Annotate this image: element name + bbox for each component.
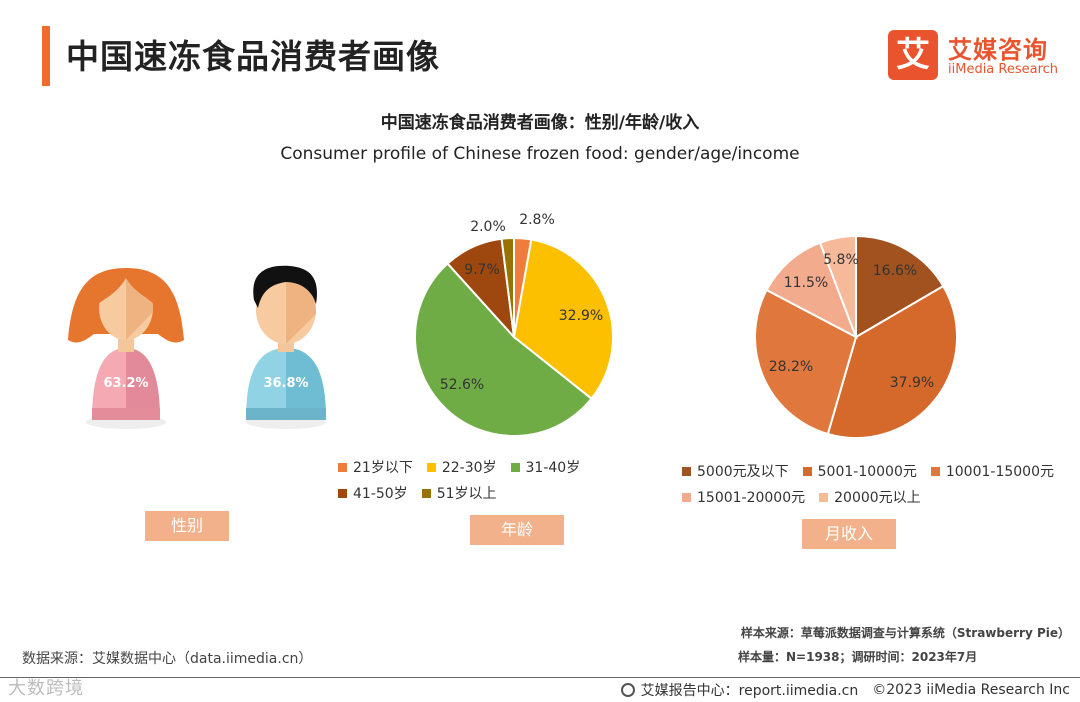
gender-pictogram — [68, 265, 326, 429]
income-legend-item: 10001-15000元 — [930, 461, 1054, 481]
income-legend-item: 15001-20000元 — [682, 487, 805, 507]
income-legend-swatch — [682, 466, 691, 476]
income-pie-slice — [818, 234, 857, 338]
iimedia-logo: 艾 艾媒咨询 iiMedia Research — [888, 30, 1068, 82]
income-pie-value-label: 11.5% — [784, 275, 828, 291]
age-legend-label: 31-40岁 — [525, 460, 581, 476]
age-legend-swatch — [421, 488, 431, 498]
income-pie-value-label: 16.6% — [873, 263, 917, 279]
page-title: 中国速冻食品消费者画像 — [66, 37, 440, 76]
age-legend-swatch — [426, 462, 436, 472]
gender-value-label: 63.2% — [103, 376, 148, 391]
income-legend-swatch — [930, 466, 940, 476]
income-tag: 月收入 — [802, 519, 896, 549]
age-legend-label: 41-50岁 — [353, 486, 408, 502]
age-pie-value-label: 32.9% — [559, 308, 603, 324]
age-legend-label: 22-30岁 — [441, 460, 497, 476]
age-legend-item: 31-40岁 — [510, 457, 581, 477]
age-pie-value-label: 9.7% — [464, 262, 500, 278]
age-legend: 21岁以下 22-30岁 31-40岁 41-50岁 51岁以上 — [338, 454, 594, 506]
footer: 艾媒报告中心：report.iimedia.cn ©2023 iiMedia R… — [620, 680, 1070, 700]
income-pie-slice — [855, 234, 945, 339]
income-legend-swatch — [802, 466, 812, 476]
age-tag: 年龄 — [470, 515, 564, 545]
watermark: 大数跨境 — [8, 678, 84, 699]
income-legend-label: 15001-20000元 — [697, 490, 806, 506]
age-pie-slice — [500, 236, 515, 338]
logo-cn-text: 艾媒咨询 — [948, 36, 1048, 64]
income-pie-slice — [826, 284, 958, 439]
age-pie-value-label: 2.0% — [470, 219, 506, 235]
age-legend-swatch — [338, 488, 347, 498]
title-accent-bar — [42, 26, 50, 86]
income-legend-label: 5001-10000元 — [817, 464, 917, 480]
age-legend-item: 22-30岁 — [426, 457, 497, 477]
sample-size: 样本量：N=1938；调研时间：2023年7月 — [738, 650, 978, 664]
income-legend-row: 15001-20000元 20000元以上 — [682, 484, 1068, 510]
age-legend-row: 21岁以下 22-30岁 31-40岁 — [338, 454, 594, 480]
income-legend-swatch — [819, 492, 829, 502]
income-legend-label: 20000元以上 — [834, 490, 921, 506]
income-legend-label: 5000元及以下 — [697, 464, 789, 480]
age-pie-chart: 2.8% 32.9% 52.6% 9.7% 2.0% — [414, 212, 614, 437]
income-legend: 5000元及以下 5001-10000元 10001-15000元 15001-200… — [682, 458, 1068, 510]
income-legend-swatch — [682, 492, 691, 502]
gender-value-label: 36.8% — [263, 376, 308, 391]
male-figure-icon — [246, 265, 326, 429]
income-pie-value-label: 5.8% — [823, 252, 859, 268]
gender-tag: 性别 — [145, 511, 229, 541]
chart-title-cn: 中国速冻食品消费者画像：性别/年龄/收入 — [380, 113, 700, 133]
age-pie-slice — [414, 262, 593, 437]
age-pie-value-label: 52.6% — [440, 377, 484, 393]
sample-source: 样本来源：草莓派数据调查与计算系统（Strawberry Pie） — [740, 626, 1070, 640]
age-legend-label: 21岁以下 — [353, 460, 413, 476]
copyright: ©2023 iiMedia Research Inc — [872, 682, 1070, 698]
age-pie-value-label: 2.8% — [519, 212, 555, 228]
age-legend-item: 21岁以下 — [338, 457, 413, 477]
income-pie-slice — [754, 288, 858, 436]
income-legend-item: 5000元及以下 — [682, 461, 789, 481]
age-legend-row: 41-50岁 51岁以上 — [338, 480, 594, 506]
income-pie-chart: 16.6% 37.9% 28.2% 11.5% 5.8% — [754, 234, 958, 439]
income-legend-item: 5001-10000元 — [802, 461, 917, 481]
globe-icon — [620, 683, 635, 697]
age-legend-label: 51岁以上 — [436, 486, 497, 502]
logo-en-text: iiMedia Research — [948, 62, 1059, 77]
logo-mark: 艾 — [888, 30, 938, 80]
female-figure-icon — [68, 268, 184, 429]
age-legend-swatch — [338, 462, 347, 472]
income-legend-item: 20000元以上 — [819, 487, 921, 507]
report-center-link[interactable]: 艾媒报告中心：report.iimedia.cn — [640, 683, 859, 699]
chart-title-en: Consumer profile of Chinese frozen food:… — [280, 144, 800, 164]
income-pie-slice — [765, 241, 858, 340]
age-legend-item: 51岁以上 — [421, 483, 497, 503]
age-legend-swatch — [510, 462, 520, 472]
income-pie-value-label: 28.2% — [769, 359, 813, 375]
income-legend-label: 10001-15000元 — [945, 464, 1054, 480]
data-source: 数据来源：艾媒数据中心（data.iimedia.cn） — [22, 651, 313, 667]
income-legend-row: 5000元及以下 5001-10000元 10001-15000元 — [682, 458, 1068, 484]
income-pie-value-label: 37.9% — [890, 375, 934, 391]
age-legend-item: 41-50岁 — [338, 483, 408, 503]
footer-divider — [0, 677, 1080, 678]
age-pie-slice — [512, 238, 614, 401]
